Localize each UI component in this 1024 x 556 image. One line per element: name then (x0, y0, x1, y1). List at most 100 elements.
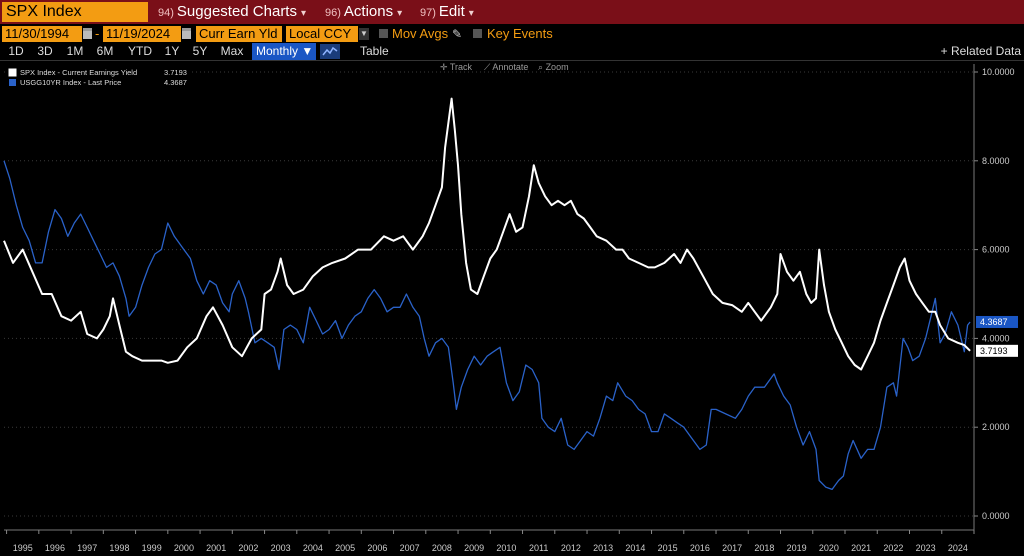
x-tick-label: 2012 (561, 543, 581, 553)
related-data-button[interactable]: + Related Data (940, 44, 1021, 58)
period-1d[interactable]: 1D (8, 44, 24, 58)
x-tick-label: 1998 (109, 543, 129, 553)
x-tick-label: 2015 (658, 543, 678, 553)
key-events-checkbox[interactable] (473, 29, 482, 38)
x-tick-label: 2011 (529, 543, 548, 553)
us10y-legend-value: 4.3687 (164, 78, 187, 87)
period-bar: 1D 3D 1M 6M YTD 1Y 5Y Max Monthly ▼ Tabl… (0, 43, 1024, 60)
period-ytd[interactable]: YTD (128, 44, 152, 58)
annotate-tool[interactable]: ⟋ Annotate (484, 62, 528, 73)
chevron-down-icon: ▾ (300, 8, 307, 19)
y-tick-label: 6.0000 (982, 245, 1010, 255)
y-tick-label: 0.0000 (982, 511, 1010, 521)
menu-suggested-charts[interactable]: 94) Suggested Charts ▾ (158, 2, 306, 22)
x-tick-label: 2001 (206, 543, 226, 553)
x-tick-label: 1996 (45, 543, 65, 553)
x-tick-label: 2000 (174, 543, 194, 553)
ticker-field[interactable]: SPX Index (2, 2, 148, 22)
menu-number: 97) (420, 7, 436, 19)
spx-legend-label: SPX Index - Current Earnings Yield (20, 68, 137, 77)
x-tick-label: 2016 (690, 543, 710, 553)
menu-actions[interactable]: 96) Actions ▾ (325, 2, 402, 22)
x-tick-label: 2004 (303, 543, 323, 553)
chevron-down-icon[interactable]: ▼ (359, 28, 369, 40)
date-separator: - (95, 26, 100, 41)
period-1m[interactable]: 1M (66, 44, 84, 58)
chevron-down-icon: ▾ (468, 8, 474, 19)
x-tick-label: 2005 (335, 543, 355, 553)
x-tick-label: 2023 (916, 543, 936, 553)
calendar-icon[interactable] (83, 28, 92, 39)
x-tick-label: 2007 (400, 543, 420, 553)
chevron-down-icon: ▼ (301, 44, 314, 58)
calendar-icon[interactable] (182, 28, 191, 39)
divider (0, 60, 1024, 61)
x-tick-label: 2006 (367, 543, 387, 553)
us10y-last-value-tag (976, 315, 1018, 328)
x-tick-label: 2017 (722, 543, 742, 553)
x-tick-label: 2024 (948, 543, 968, 553)
spx-legend-value: 3.7193 (164, 68, 187, 77)
field-selector[interactable]: Curr Earn Yld (196, 26, 282, 42)
spx-last-value-label: 3.7193 (980, 346, 1008, 356)
menu-label: Actions (343, 3, 394, 20)
track-label: Track (449, 62, 473, 72)
zoom-tool[interactable]: ⌕ Zoom (538, 62, 569, 73)
pencil-icon: ⟋ (484, 62, 491, 72)
crosshair-icon: ✛ (440, 62, 448, 72)
x-tick-label: 1995 (13, 543, 33, 553)
us10y-yield-line (3, 160, 971, 491)
x-tick-label: 2014 (625, 543, 645, 553)
annotate-label: Annotate (492, 62, 529, 72)
period-5y[interactable]: 5Y (192, 44, 208, 58)
frequency-label: Monthly (256, 44, 299, 58)
pencil-icon[interactable]: ✎ (452, 27, 463, 41)
period-1y[interactable]: 1Y (164, 44, 180, 58)
period-3d[interactable]: 3D (37, 44, 53, 58)
y-tick-label: 2.0000 (982, 422, 1010, 432)
x-tick-label: 2020 (819, 543, 839, 553)
zoom-label: Zoom (545, 62, 569, 72)
x-tick-label: 2003 (271, 543, 291, 553)
x-tick-label: 1997 (77, 543, 97, 553)
menu-edit[interactable]: 97) Edit ▾ (420, 2, 474, 22)
x-tick-label: 2008 (432, 543, 452, 553)
x-tick-label: 2019 (787, 543, 807, 553)
track-tool[interactable]: ✛ Track (440, 62, 472, 73)
menu-label: Edit (438, 3, 465, 20)
mov-avgs-checkbox[interactable] (379, 29, 388, 38)
table-button[interactable]: Table (360, 44, 389, 58)
menu-number: 96) (325, 7, 341, 19)
legend-box (6, 67, 192, 89)
spx-last-value-tag (976, 344, 1018, 357)
y-tick-label: 4.0000 (982, 333, 1010, 343)
end-date-field[interactable]: 11/19/2024 (103, 26, 181, 42)
x-tick-label: 2021 (851, 543, 871, 553)
title-bar: SPX Index 94) Suggested Charts ▾ 96) Action… (0, 0, 1024, 24)
spx-legend-swatch (8, 68, 17, 77)
x-tick-label: 2022 (883, 543, 903, 553)
line-chart-icon[interactable] (320, 44, 340, 59)
x-tick-label: 2018 (754, 543, 774, 553)
period-max[interactable]: Max (220, 44, 244, 58)
y-tick-label: 8.0000 (982, 156, 1010, 166)
x-tick-label: 2013 (593, 543, 613, 553)
x-tick-label: 2002 (238, 543, 258, 553)
menu-label: Suggested Charts (176, 3, 297, 20)
frequency-dropdown[interactable]: Monthly ▼ (252, 43, 316, 60)
mov-avgs-label[interactable]: Mov Avgs (392, 26, 449, 41)
chevron-down-icon: ▾ (397, 8, 403, 19)
key-events-label[interactable]: Key Events (487, 26, 553, 41)
currency-selector[interactable]: Local CCY (286, 26, 358, 42)
us10y-legend-swatch (9, 79, 16, 86)
options-bar: 11/30/1994 - 11/19/2024 Curr Earn Yld Lo… (0, 25, 1024, 43)
start-date-field[interactable]: 11/30/1994 (2, 26, 82, 42)
x-tick-label: 2009 (464, 543, 484, 553)
period-6m[interactable]: 6M (96, 44, 114, 58)
x-tick-label: 2010 (496, 543, 516, 553)
menu-number: 94) (158, 7, 174, 19)
us10y-last-value-label: 4.3687 (980, 317, 1008, 327)
x-tick-label: 1999 (142, 543, 162, 553)
spx-earnings-yield-line (3, 97, 971, 371)
